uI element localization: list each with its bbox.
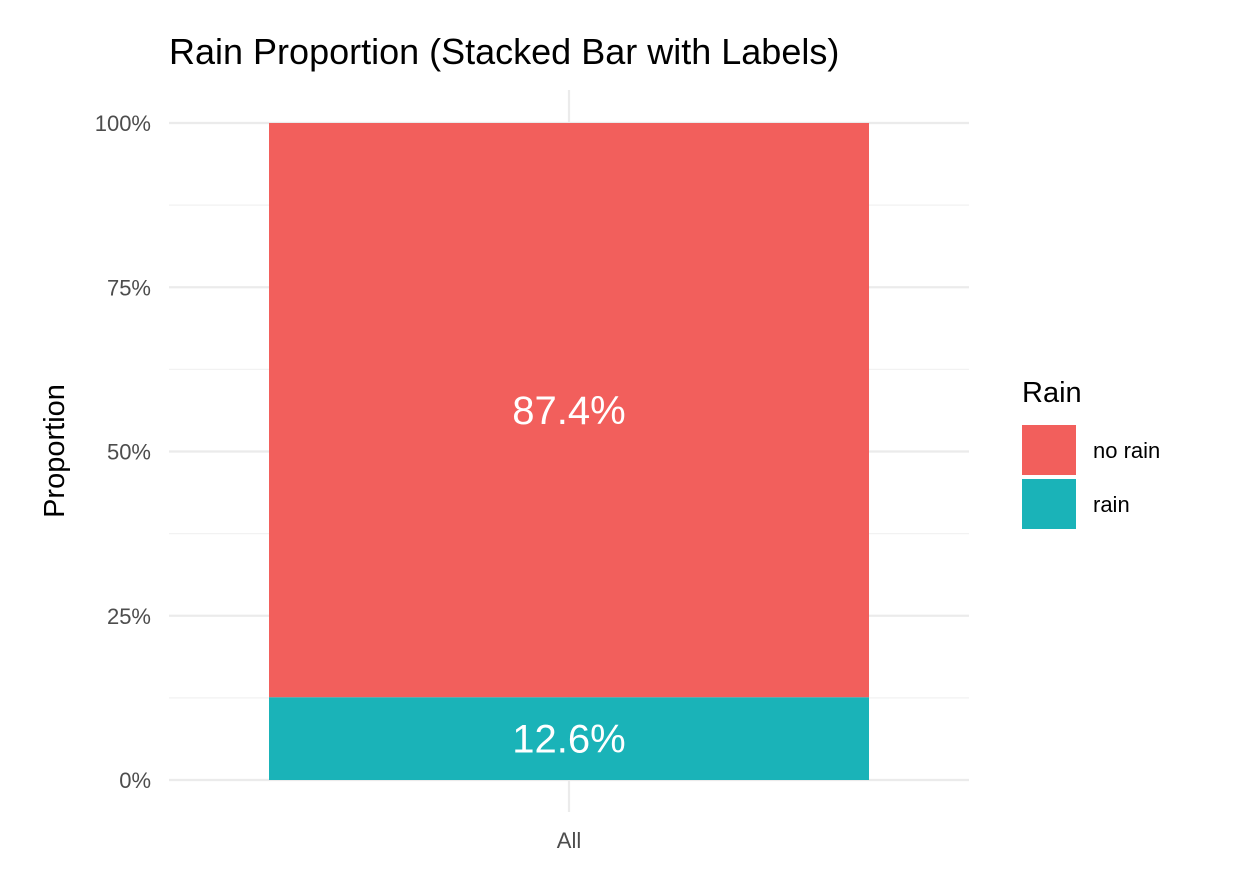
x-ticks: All xyxy=(557,828,581,853)
y-tick-label: 0% xyxy=(119,768,151,793)
bar-segment-no-rain xyxy=(269,123,869,698)
y-axis-label: Proportion xyxy=(39,384,71,518)
legend-label: no rain xyxy=(1093,438,1160,463)
bar-segment-rain xyxy=(269,697,869,780)
bars: 12.6% 87.4% xyxy=(269,123,869,780)
legend-swatch xyxy=(1022,479,1076,529)
legend-swatch xyxy=(1022,425,1076,475)
bar-data-label: 87.4% xyxy=(512,389,625,433)
y-ticks: 0% 25% 50% 75% 100% xyxy=(95,111,151,793)
y-tick-label: 100% xyxy=(95,111,151,136)
y-tick-label: 75% xyxy=(107,275,151,300)
legend-label: rain xyxy=(1093,492,1130,517)
legend-title: Rain xyxy=(1022,377,1082,409)
y-tick-label: 25% xyxy=(107,604,151,629)
x-tick-label: All xyxy=(557,828,581,853)
legend: Rain no rain rain xyxy=(1022,377,1160,529)
bar-data-label: 12.6% xyxy=(512,718,625,762)
chart-title: Rain Proportion (Stacked Bar with Labels… xyxy=(169,31,839,72)
y-tick-label: 50% xyxy=(107,440,151,465)
